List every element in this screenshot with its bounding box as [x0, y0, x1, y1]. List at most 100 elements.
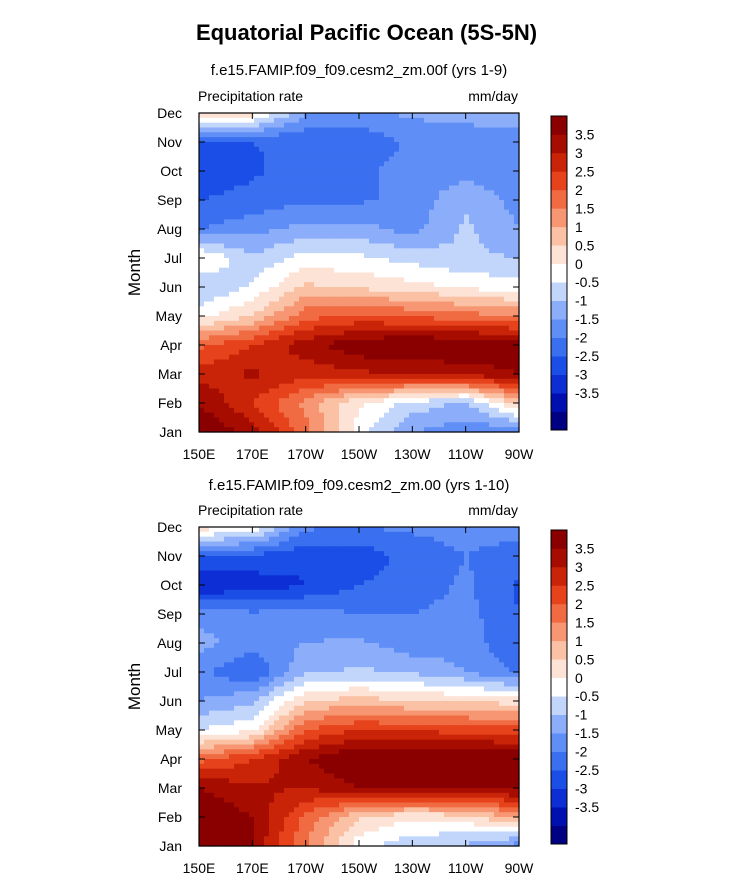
contour-cell [204, 243, 210, 249]
contour-cell [209, 388, 215, 394]
contour-cell [294, 403, 300, 409]
contour-cell [369, 190, 375, 196]
contour-cell [404, 214, 410, 220]
contour-cell [209, 407, 215, 414]
contour-cell [359, 219, 365, 225]
contour-cell [464, 364, 470, 370]
contour-cell [359, 233, 365, 240]
contour-cell [414, 541, 420, 547]
contour-cell [359, 422, 365, 428]
contour-cell [404, 151, 410, 158]
contour-cell [434, 161, 440, 167]
contour-cell [329, 204, 335, 211]
contour-cell [294, 146, 300, 153]
contour-cell [239, 127, 245, 133]
contour-cell [444, 393, 450, 399]
contour-cell [394, 277, 400, 283]
contour-cell [419, 349, 425, 356]
contour-cell [379, 277, 385, 283]
contour-cell [294, 422, 300, 428]
contour-cell [299, 190, 305, 196]
contour-cell [349, 113, 355, 119]
contour-cell [394, 262, 400, 269]
contour-cell [444, 146, 450, 153]
contour-cell [454, 190, 460, 196]
contour-cell [299, 175, 305, 182]
contour-cell [334, 287, 340, 293]
contour-cell [509, 151, 515, 158]
contour-cell [469, 335, 475, 341]
contour-cell [309, 132, 315, 138]
contour-cell [379, 369, 385, 375]
contour-cell [369, 195, 375, 201]
contour-cell [264, 195, 270, 201]
contour-cell [494, 349, 500, 356]
contour-cell [304, 560, 310, 567]
contour-cell [344, 536, 350, 543]
contour-cell [304, 122, 310, 129]
contour-cell [414, 113, 420, 119]
contour-cell [364, 277, 370, 283]
contour-cell [309, 427, 315, 433]
contour-cell [439, 132, 445, 138]
contour-cell [509, 277, 515, 283]
contour-cell [339, 560, 345, 567]
contour-cell [469, 175, 475, 182]
x-tick-label: 170W [287, 446, 324, 460]
contour-cell [299, 398, 305, 404]
contour-cell [444, 262, 450, 269]
contour-cell [239, 175, 245, 182]
contour-cell [239, 369, 245, 375]
contour-cell [459, 560, 465, 567]
contour-cell [359, 253, 365, 259]
contour-cell [244, 560, 250, 567]
contour-cell [209, 258, 215, 264]
contour-cell [354, 556, 360, 562]
y-tick-label: Dec [157, 105, 182, 121]
contour-cell [344, 570, 350, 576]
contour-cell [429, 146, 435, 153]
contour-cell [354, 262, 360, 269]
contour-cell [229, 340, 235, 346]
contour-cell [264, 180, 270, 187]
contour-cell [484, 325, 490, 332]
contour-cell [454, 359, 460, 365]
contour-cell [274, 551, 280, 557]
contour-cell [214, 383, 220, 390]
contour-cell [259, 556, 265, 562]
contour-cell [224, 229, 230, 235]
contour-cell [304, 383, 310, 390]
contour-cell [229, 238, 235, 245]
contour-cell [309, 527, 315, 533]
contour-cell [229, 195, 235, 201]
contour-cell [434, 316, 440, 322]
contour-cell [504, 233, 510, 240]
contour-cell [244, 556, 250, 562]
contour-cell [484, 190, 490, 196]
contour-cell [429, 551, 435, 557]
contour-cell [369, 253, 375, 259]
contour-cell [234, 325, 240, 332]
contour-cell [324, 422, 330, 428]
contour-cell [489, 422, 495, 428]
contour-cell [354, 117, 360, 124]
contour-cell [424, 272, 430, 278]
contour-cell [379, 556, 385, 562]
contour-cell [224, 378, 230, 385]
contour-cell [489, 190, 495, 196]
contour-cell [449, 127, 455, 133]
contour-cell [329, 171, 335, 177]
contour-cell [474, 180, 480, 187]
contour-cell [214, 291, 220, 298]
contour-cell [239, 427, 245, 433]
contour-cell [454, 417, 460, 423]
contour-cell [384, 398, 390, 404]
contour-cell [249, 272, 255, 278]
contour-cell [439, 224, 445, 230]
contour-cell [229, 556, 235, 562]
contour-cell [439, 340, 445, 346]
contour-cell [229, 272, 235, 278]
contour-cell [199, 345, 205, 351]
contour-cell [409, 369, 415, 375]
contour-cell [409, 570, 415, 576]
